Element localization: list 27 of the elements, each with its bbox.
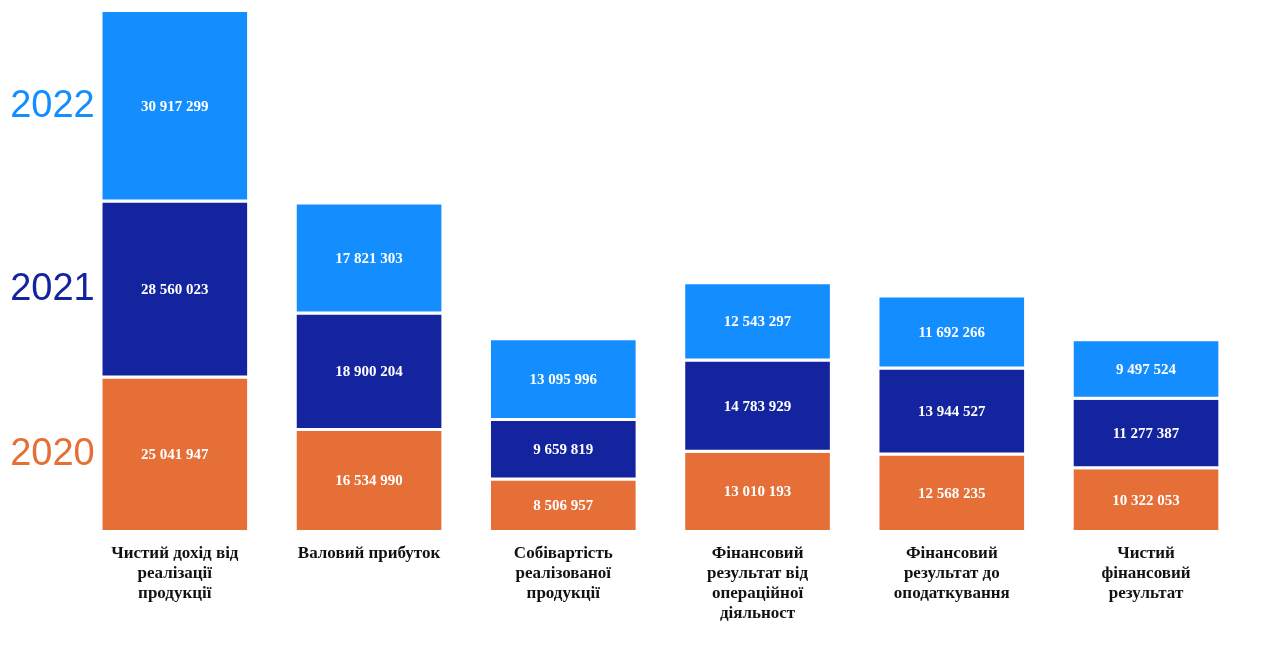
data-label: 13 095 996 (529, 371, 598, 388)
x-tick-label: Чистий дохід від реалізації продукції (111, 543, 239, 603)
data-label: 10 322 053 (1112, 491, 1180, 508)
x-tick-label: Фінансовий результат від операційної діяльност (706, 543, 809, 623)
data-label: 18 900 204 (335, 363, 404, 380)
data-label: 16 534 990 (335, 472, 403, 489)
data-label: 17 821 303 (335, 250, 403, 267)
data-label: 13 010 193 (723, 483, 792, 500)
data-label: 11 692 266 (918, 323, 986, 340)
data-label: 8 506 957 (533, 497, 594, 514)
data-label: 13 944 527 (918, 402, 987, 419)
series-label: 2020 (10, 431, 95, 474)
data-label: 12 543 297 (723, 313, 792, 330)
data-label: 12 568 235 (918, 484, 986, 501)
data-label: 11 277 387 (1112, 425, 1180, 442)
x-tick-label: Фінансовий результат до оподаткування (893, 543, 1010, 603)
series-label: 2022 (10, 82, 95, 125)
series-label: 2021 (10, 266, 95, 309)
data-label: 28 560 023 (141, 281, 209, 298)
x-tick-label: Валовий прибуток (297, 543, 441, 563)
data-label: 25 041 947 (141, 446, 210, 463)
x-tick-label: Собівартість реалізованої продукції (513, 543, 613, 603)
x-tick-label: Чистий фінансовий результат (1101, 543, 1191, 603)
data-label: 9 497 524 (1116, 360, 1177, 377)
data-label: 9 659 819 (533, 441, 594, 458)
data-label: 14 783 929 (723, 397, 792, 414)
data-label: 30 917 299 (141, 97, 209, 114)
